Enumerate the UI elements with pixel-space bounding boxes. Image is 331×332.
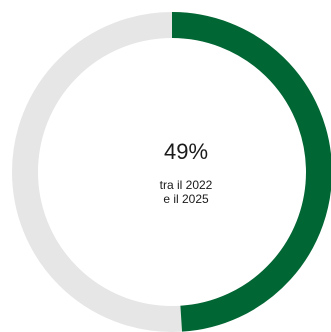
center-caption-line-1: tra il 2022 <box>159 178 213 192</box>
center-label: 49% tra il 2022 e il 2025 <box>66 138 306 206</box>
center-caption-line-2: e il 2025 <box>163 192 209 206</box>
donut-value-arc <box>171 12 331 332</box>
center-value: 49% <box>163 139 209 164</box>
